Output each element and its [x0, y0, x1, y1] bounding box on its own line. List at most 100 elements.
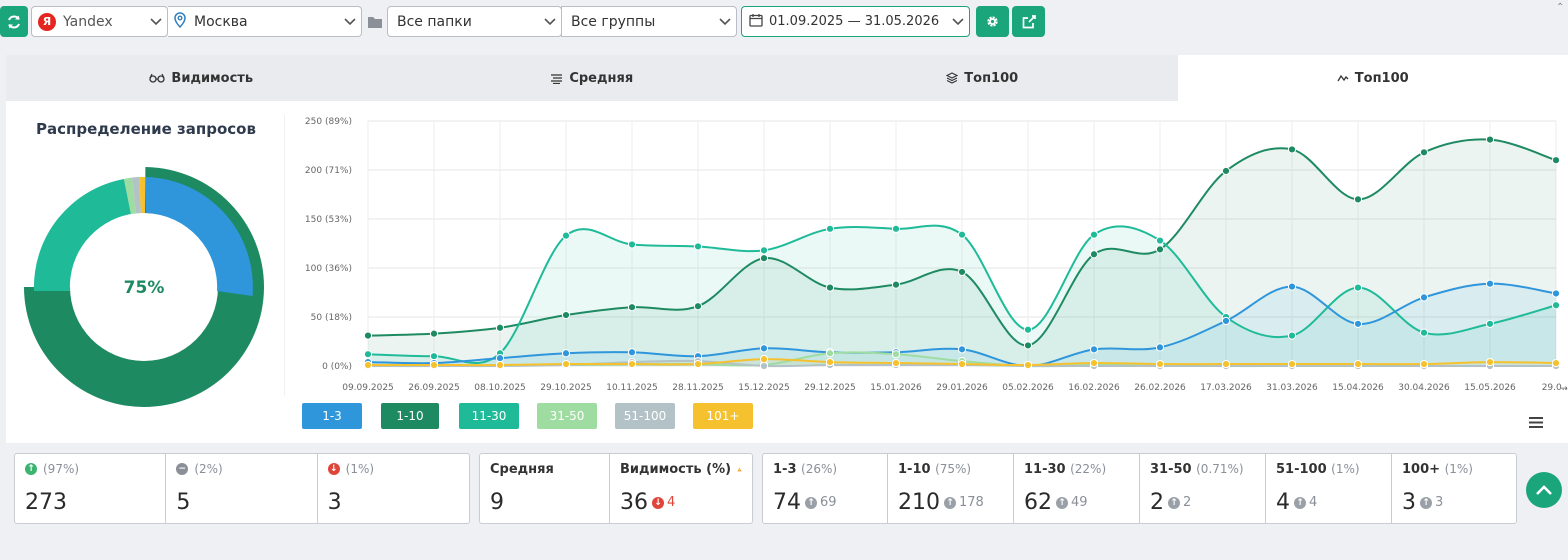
data-point-11-30[interactable]	[363, 350, 373, 359]
data-point-11-30[interactable]	[561, 231, 571, 240]
donut-segment-51-100[interactable]	[132, 177, 141, 214]
settings-button[interactable]	[976, 6, 1009, 37]
folders-select[interactable]: Все папки	[387, 6, 562, 37]
data-point-1-3[interactable]	[495, 354, 505, 363]
data-point-1-3[interactable]	[1419, 293, 1429, 302]
data-point-1-3[interactable]	[1155, 343, 1165, 352]
data-point-31-50[interactable]	[825, 349, 835, 358]
data-point-101+[interactable]	[1419, 359, 1429, 369]
data-point-101+[interactable]	[693, 359, 703, 369]
data-point-101+[interactable]	[1023, 360, 1033, 370]
date-range-picker[interactable]: 01.09.2025 — 31.05.2026	[741, 6, 970, 37]
data-point-1-10[interactable]	[1155, 245, 1165, 254]
data-point-1-10[interactable]	[495, 323, 505, 332]
tab-visibility[interactable]: Видимость	[6, 55, 397, 101]
legend-item-101-plus[interactable]: 101+	[693, 403, 753, 429]
data-point-101+[interactable]	[1287, 359, 1297, 369]
legend-item-1-10[interactable]: 1-10	[381, 403, 439, 429]
donut-segment-1-3[interactable]	[146, 177, 253, 296]
data-point-1-10[interactable]	[1485, 135, 1495, 144]
data-point-1-10[interactable]	[1551, 156, 1561, 165]
data-point-101+[interactable]	[495, 360, 505, 370]
data-point-1-10[interactable]	[759, 254, 769, 263]
data-point-1-10[interactable]	[627, 303, 637, 312]
region-select[interactable]: Москва	[168, 6, 362, 37]
legend-item-11-30[interactable]: 11-30	[459, 403, 519, 429]
legend-item-51-100[interactable]: 51-100	[615, 403, 675, 429]
data-point-1-10[interactable]	[429, 329, 439, 338]
data-point-1-3[interactable]	[1551, 289, 1561, 298]
data-point-101+[interactable]	[957, 359, 967, 369]
data-point-51-100[interactable]	[759, 361, 769, 371]
data-point-11-30[interactable]	[693, 242, 703, 251]
data-point-1-3[interactable]	[561, 349, 571, 358]
legend-item-1-3[interactable]: 1-3	[302, 403, 362, 429]
warning-icon[interactable]	[737, 463, 742, 476]
data-point-11-30[interactable]	[1551, 301, 1561, 310]
data-point-101+[interactable]	[1353, 359, 1363, 369]
collapse-icon[interactable]: ⌃	[1556, 2, 1565, 13]
donut-segment-31-50[interactable]	[124, 177, 136, 215]
data-point-11-30[interactable]	[1353, 283, 1363, 292]
search-engine-select[interactable]: Я Yandex	[31, 6, 168, 37]
data-point-11-30[interactable]	[1485, 319, 1495, 328]
refresh-button[interactable]	[0, 6, 28, 37]
donut-segment-101-plus[interactable]	[139, 176, 145, 213]
data-point-101+[interactable]	[1221, 359, 1231, 369]
average-value: 9	[490, 490, 504, 515]
data-point-11-30[interactable]	[957, 230, 967, 239]
scroll-top-button[interactable]	[1526, 472, 1562, 508]
data-point-31-50[interactable]	[891, 350, 901, 359]
data-point-11-30[interactable]	[627, 240, 637, 249]
scroll-right-icon[interactable]: →	[1560, 384, 1568, 394]
data-point-101+[interactable]	[627, 359, 637, 369]
data-point-11-30[interactable]	[429, 352, 439, 361]
data-point-1-3[interactable]	[1287, 282, 1297, 291]
donut-segment-11-30[interactable]	[33, 179, 131, 291]
data-point-11-30[interactable]	[1419, 328, 1429, 337]
data-point-11-30[interactable]	[1023, 325, 1033, 334]
data-point-1-10[interactable]	[825, 283, 835, 292]
data-point-11-30[interactable]	[1287, 331, 1297, 340]
data-point-101+[interactable]	[561, 359, 571, 369]
data-point-101+[interactable]	[1551, 358, 1561, 368]
data-point-1-10[interactable]	[693, 302, 703, 311]
data-point-1-10[interactable]	[1353, 195, 1363, 204]
data-point-1-10[interactable]	[1221, 166, 1231, 176]
data-point-101+[interactable]	[1485, 357, 1495, 367]
data-point-1-3[interactable]	[957, 345, 967, 354]
data-point-101+[interactable]	[1155, 359, 1165, 369]
data-point-1-3[interactable]	[1485, 279, 1495, 288]
data-point-101+[interactable]	[429, 360, 439, 370]
data-point-1-10[interactable]	[891, 280, 901, 289]
data-point-1-10[interactable]	[363, 331, 373, 340]
data-point-1-10[interactable]	[957, 267, 967, 277]
export-button[interactable]	[1012, 6, 1045, 37]
legend-item-31-50[interactable]: 31-50	[537, 403, 597, 429]
data-point-1-3[interactable]	[759, 344, 769, 353]
tab-average[interactable]: Средняя	[397, 55, 788, 101]
tab-top100-dynamics[interactable]: Топ100	[1177, 55, 1568, 101]
data-point-11-30[interactable]	[825, 224, 835, 233]
data-point-11-30[interactable]	[759, 246, 769, 255]
data-point-1-3[interactable]	[1221, 316, 1231, 326]
data-point-101+[interactable]	[759, 355, 769, 364]
data-point-1-3[interactable]	[1089, 345, 1099, 354]
data-point-1-3[interactable]	[627, 348, 637, 357]
data-point-101+[interactable]	[825, 357, 835, 367]
data-point-11-30[interactable]	[1089, 230, 1099, 239]
data-point-101+[interactable]	[891, 358, 901, 368]
chart-menu-icon[interactable]	[1528, 414, 1544, 433]
data-point-1-10[interactable]	[1023, 341, 1033, 350]
data-point-101+[interactable]	[363, 360, 373, 370]
data-point-101+[interactable]	[1089, 358, 1099, 368]
data-point-1-10[interactable]	[1419, 148, 1429, 157]
data-point-1-10[interactable]	[561, 310, 571, 320]
tab-top100-layers[interactable]: Топ100	[787, 55, 1178, 101]
data-point-1-10[interactable]	[1089, 250, 1099, 259]
data-point-11-30[interactable]	[1155, 236, 1165, 245]
data-point-1-3[interactable]	[1353, 319, 1363, 328]
groups-select[interactable]: Все группы	[561, 6, 737, 37]
data-point-1-10[interactable]	[1287, 145, 1297, 154]
data-point-11-30[interactable]	[891, 224, 901, 233]
